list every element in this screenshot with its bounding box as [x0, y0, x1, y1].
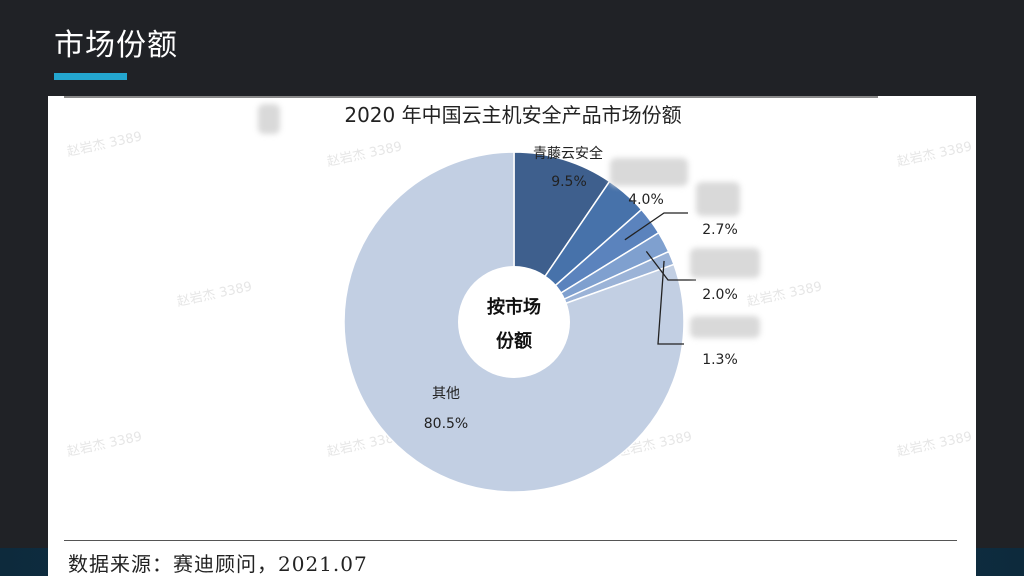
- leader-line: [624, 212, 688, 241]
- donut-hole: [458, 266, 570, 378]
- slice-value-label: 9.5%: [551, 174, 587, 190]
- watermark-text: 赵岩杰 3389: [896, 139, 974, 170]
- watermark-text: 赵岩杰 3389: [326, 139, 404, 170]
- chart-title: 2020 年中国云主机安全产品市场份额: [344, 103, 681, 127]
- redacted-label: [610, 158, 688, 186]
- source-note: 数据来源：赛迪顾问，2021.07: [68, 552, 368, 576]
- watermark-text: 赵岩杰 3389: [896, 429, 974, 460]
- redacted-label: [690, 316, 760, 338]
- slice-value-label: 80.5%: [424, 416, 468, 432]
- slice-value-label: 2.7%: [702, 222, 738, 238]
- title-underline: [54, 73, 127, 80]
- slice-value-label: 2.0%: [702, 287, 738, 303]
- slice-value-label: 1.3%: [702, 352, 738, 368]
- figure-panel: 赵岩杰 3389 赵岩杰 3389 赵岩杰 3389 赵岩杰 3389 赵岩杰 3389…: [48, 96, 976, 576]
- center-label-line2: 份额: [496, 330, 532, 352]
- slice-name-label: 青藤云安全: [533, 145, 603, 162]
- watermark-text: 赵岩杰 3389: [746, 279, 824, 310]
- watermark-text: 赵岩杰 3389: [66, 129, 144, 160]
- slice-name-label: 其他: [432, 386, 460, 402]
- slice-value-label: 4.0%: [628, 192, 664, 208]
- redacted-logo: [258, 104, 280, 134]
- leader-line: [645, 251, 696, 281]
- redacted-label: [690, 248, 760, 278]
- center-label-line1: 按市场: [487, 296, 541, 318]
- top-rule: [64, 96, 878, 98]
- watermark-text: 赵岩杰 3389: [176, 279, 254, 310]
- slice-labels: 青藤云安全 9.5% 4.0% 2.7% 2.0% 1.3% 其他 80.5%: [424, 145, 738, 432]
- redacted-label: [696, 182, 740, 216]
- pie-chart: 赵岩杰 3389 赵岩杰 3389 赵岩杰 3389 赵岩杰 3389 赵岩杰 3389…: [66, 103, 974, 493]
- slide-title: 市场份额: [54, 28, 178, 63]
- leader-line: [657, 260, 684, 345]
- watermark-text: 赵岩杰 3389: [66, 429, 144, 460]
- bottom-rule: [64, 540, 957, 541]
- leader-lines: [624, 212, 696, 345]
